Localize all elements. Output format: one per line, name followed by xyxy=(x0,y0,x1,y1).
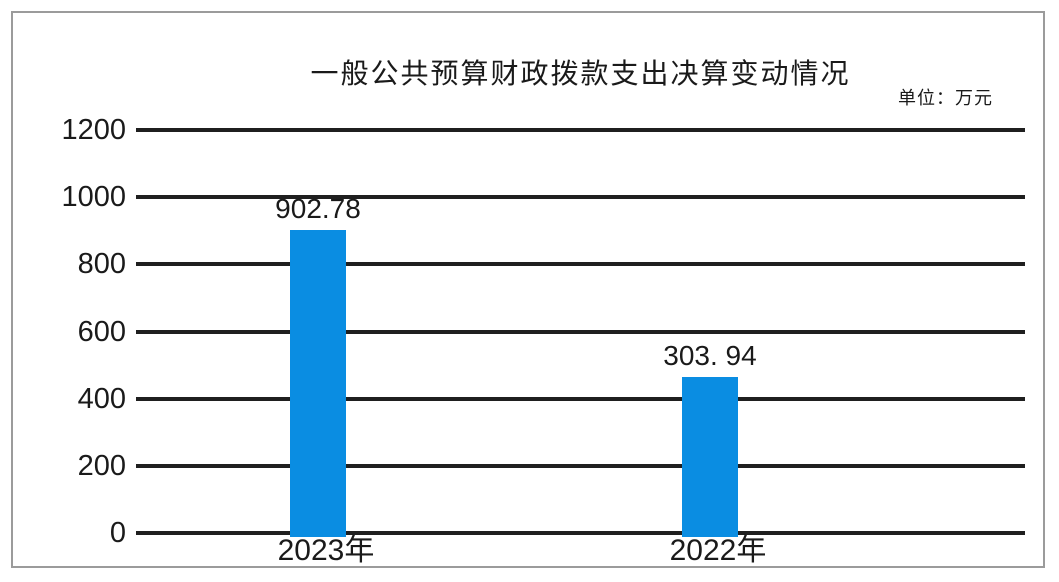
ytick-label-600: 600 xyxy=(77,315,126,348)
bar-2022年 xyxy=(682,376,738,537)
ytick-label-0: 0 xyxy=(109,517,126,549)
xtick-label-2022年: 2022年 xyxy=(669,534,767,567)
unit-label: 单位：万元 xyxy=(898,88,993,108)
ytick-label-1000: 1000 xyxy=(61,181,126,214)
value-label-2022年: 303. 94 xyxy=(663,339,757,371)
gridline-1000 xyxy=(136,195,1025,200)
ytick-label-400: 400 xyxy=(77,382,126,415)
gridline-1200 xyxy=(136,128,1025,132)
ytick-label-1200: 1200 xyxy=(61,114,126,146)
chart-outer-border xyxy=(11,11,1045,568)
ytick-label-200: 200 xyxy=(77,449,126,482)
gridline-200 xyxy=(136,463,1025,468)
ytick-label-800: 800 xyxy=(77,248,126,281)
gridline-600 xyxy=(136,329,1025,334)
gridline-800 xyxy=(136,262,1025,267)
gridline-400 xyxy=(136,396,1025,401)
chart-title: 一般公共预算财政拨款支出决算变动情况 xyxy=(310,58,851,89)
xtick-label-2023年: 2023年 xyxy=(277,534,375,567)
bar-2023年 xyxy=(290,229,346,537)
gridline-0 xyxy=(136,531,1025,535)
value-label-2023年: 902.78 xyxy=(275,192,361,224)
